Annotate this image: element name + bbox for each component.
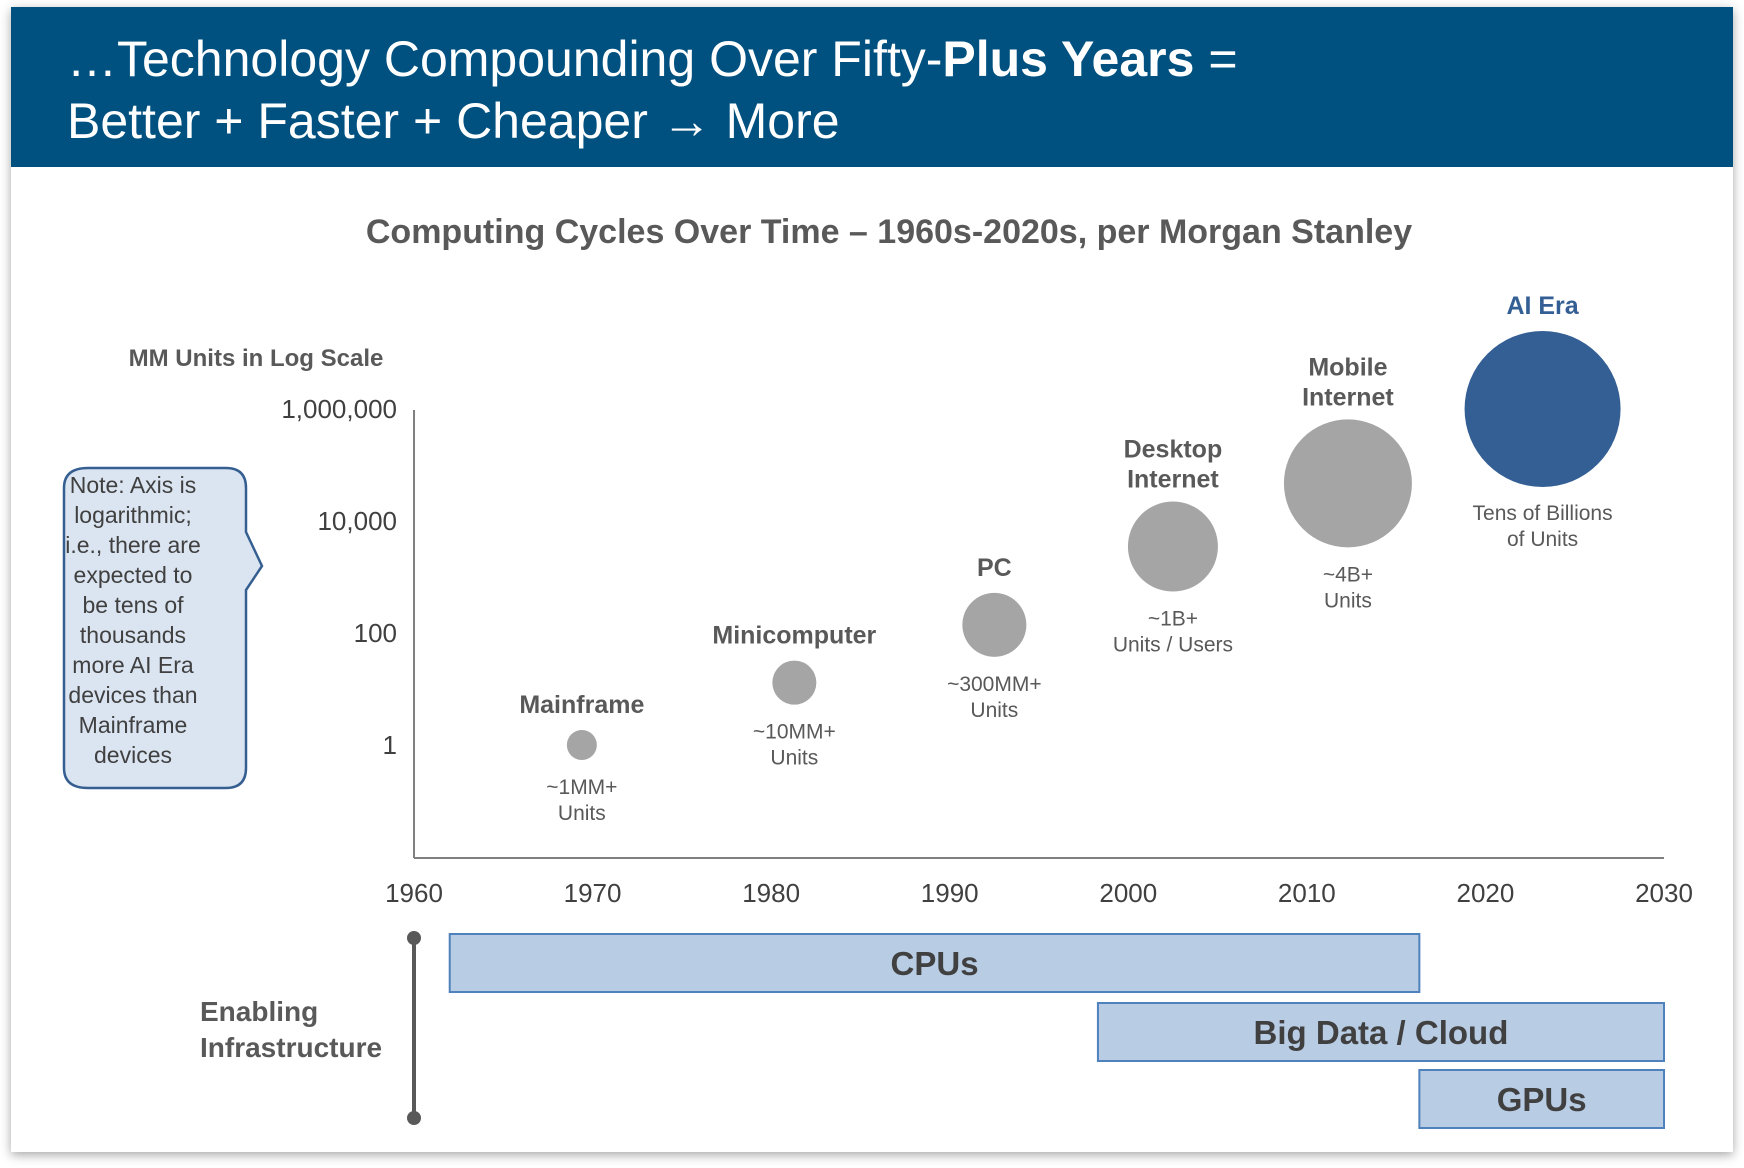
bubble-name-ai-era: AI Era (1506, 292, 1579, 320)
infra-bar-label-big-data-cloud: Big Data / Cloud (1254, 1014, 1509, 1051)
x-tick-label-1960: 1960 (385, 878, 443, 908)
x-tick-label-1980: 1980 (742, 878, 800, 908)
bubble-units-desktop-internet: ~1B+ (1148, 608, 1198, 631)
bubble-name-mobile-internet-line-2: Internet (1302, 383, 1394, 411)
y-tick-label: 100 (354, 618, 397, 648)
bubble-name-mobile-internet: Mobile (1308, 353, 1387, 381)
infra-bar-label-cpus: CPUs (891, 945, 979, 982)
infra-bar-big-data-cloud (1096, 1002, 1665, 1062)
bubble-name-desktop-internet-line-2: Internet (1127, 466, 1219, 494)
bubble-units-desktop-internet-line-2: Units / Users (1113, 634, 1233, 657)
infrastructure-label-line-2: Infrastructure (200, 1032, 382, 1063)
title-bold-part: Plus Years (942, 31, 1195, 87)
bubble-ai-era (1464, 331, 1621, 487)
note-callout (62, 466, 264, 790)
bubble-desktop-internet (1127, 501, 1218, 592)
bubble-units-ai-era: Tens of Billions (1473, 502, 1613, 525)
bubble-mainframe (566, 730, 597, 760)
y-axis-label: MM Units in Log Scale (129, 345, 384, 372)
infrastructure-label-line-1: Enabling (200, 996, 318, 1027)
infrastructure-bars: CPUs Big Data / Cloud GPUs (448, 933, 1666, 1129)
y-tick-labels: 1 100 10,000 1,000,000 (281, 394, 397, 760)
x-tick-label-2000: 2000 (1099, 878, 1157, 908)
bubble-units-mainframe-line-2: Units (558, 802, 606, 825)
y-tick-label: 1,000,000 (281, 394, 397, 424)
chart-title: Computing Cycles Over Time – 1960s-2020s… (366, 213, 1412, 251)
x-tick-label-1970: 1970 (564, 878, 622, 908)
connector-top-dot (407, 931, 421, 945)
slide-title-line-1: …Technology Compounding Over Fifty-Plus … (67, 29, 1238, 89)
bubble-units-mainframe: ~1MM+ (546, 776, 617, 799)
title-part-1: …Technology Compounding Over Fifty- (67, 31, 943, 87)
x-tick-label-2010: 2010 (1278, 878, 1336, 908)
y-tick-label: 10,000 (317, 506, 397, 536)
bubble-units-pc: ~300MM+ (947, 673, 1042, 696)
bubble-mobile-internet (1283, 419, 1412, 548)
bubble-name-minicomputer: Minicomputer (712, 622, 876, 650)
bubble-units-minicomputer-line-2: Units (770, 747, 818, 770)
infra-bar-label-gpus: GPUs (1497, 1081, 1587, 1118)
header-bar: …Technology Compounding Over Fifty-Plus … (11, 7, 1733, 167)
infra-bar-gpus (1418, 1069, 1666, 1129)
bubble-units-minicomputer: ~10MM+ (753, 721, 836, 744)
slide-title-line-2: Better + Faster + Cheaper → More (67, 93, 840, 149)
bubble-series: Mainframe ~1MM+ Units Minicomputer ~10MM+ Uni… (519, 292, 1621, 825)
bubble-units-mobile-internet: ~4B+ (1323, 563, 1373, 586)
y-tick-label: 1 (383, 730, 397, 760)
x-tick-label-1990: 1990 (921, 878, 979, 908)
bubble-name-pc: PC (977, 554, 1012, 582)
title-part-2: = (1194, 31, 1238, 87)
infra-bar-cpus (448, 933, 1421, 993)
x-tick-label-2020: 2020 (1457, 878, 1515, 908)
x-tick-label-2030: 2030 (1635, 878, 1693, 908)
bubble-name-desktop-internet: Desktop (1124, 436, 1223, 464)
x-tick-labels: 1960 1970 1980 1990 2000 2010 2020 2030 (385, 878, 1693, 908)
note-text: Note: Axis is logarithmic; i.e., there a… (65, 472, 201, 768)
bubble-units-pc-line-2: Units (970, 699, 1018, 722)
bubble-units-ai-era-line-2: of Units (1507, 528, 1578, 551)
bubble-units-mobile-internet-line-2: Units (1324, 589, 1372, 612)
bubble-minicomputer (772, 660, 817, 705)
bubble-name-mainframe: Mainframe (519, 691, 644, 719)
connector-bottom-dot (407, 1111, 421, 1125)
bubble-pc (962, 592, 1027, 657)
